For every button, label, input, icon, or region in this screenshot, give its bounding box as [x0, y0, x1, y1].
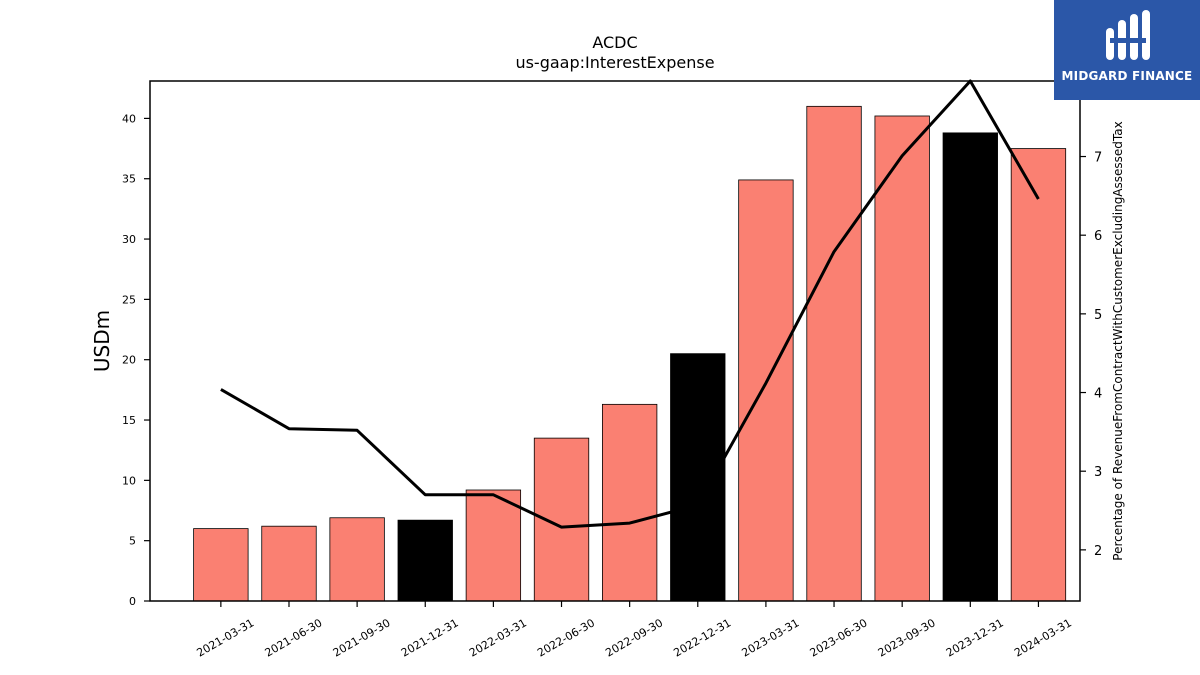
- x-tick-label: 2023-03-31: [740, 616, 802, 659]
- bar: [261, 525, 317, 602]
- x-axis: 2021-03-31 2021-06-30 2021-09-30 2021-12-31…: [194, 601, 1074, 660]
- y-tick-label: 10: [122, 474, 136, 487]
- y-tick-label: 40: [122, 112, 136, 125]
- y-axis: 0 5 10 15 20 25 30 35 40: [122, 112, 150, 608]
- bars-group: [193, 105, 1067, 602]
- chart-title: ACDC: [592, 33, 637, 52]
- x-tick-label: 2021-03-31: [194, 616, 256, 659]
- y2-tick-label: 3: [1094, 465, 1102, 480]
- bar: [670, 353, 726, 602]
- bar: [738, 179, 794, 602]
- y-tick-label: 30: [122, 233, 136, 246]
- series-line: [220, 79, 1040, 529]
- midgard-logo-icon: [1106, 10, 1150, 60]
- y-tick-label: 15: [122, 414, 136, 427]
- bar: [601, 403, 658, 602]
- y2-tick-label: 2: [1094, 544, 1102, 559]
- x-tick-label: 2022-06-30: [535, 616, 597, 659]
- y2-axis: 2 3 4 5 6 7: [1080, 151, 1102, 559]
- y-tick-label: 5: [129, 535, 136, 548]
- x-tick-label: 2023-09-30: [876, 616, 938, 659]
- bar: [942, 132, 998, 602]
- x-tick-label: 2021-12-31: [399, 616, 461, 659]
- y-tick-label: 25: [122, 293, 136, 306]
- x-tick-label: 2022-09-30: [603, 616, 665, 659]
- x-tick-label: 2023-12-31: [944, 616, 1006, 659]
- midgard-finance-logo: MIDGARD FINANCE: [1054, 0, 1200, 100]
- y2-tick-label: 5: [1094, 308, 1102, 323]
- bar: [329, 517, 385, 602]
- bar: [874, 115, 930, 602]
- x-tick-label: 2022-12-31: [671, 616, 733, 659]
- y2-tick-label: 6: [1094, 229, 1102, 244]
- x-tick-label: 2021-09-30: [331, 616, 393, 659]
- chart-subtitle: us-gaap:InterestExpense: [515, 53, 714, 72]
- x-tick-label: 2024-03-31: [1012, 616, 1074, 659]
- y2-tick-label: 7: [1094, 151, 1102, 166]
- x-tick-label: 2022-03-31: [467, 616, 529, 659]
- y2-axis-label: Percentage of RevenueFromContractWithCus…: [1111, 121, 1125, 560]
- y2-tick-label: 4: [1094, 387, 1102, 402]
- y-tick-label: 0: [129, 595, 136, 608]
- x-tick-label: 2023-06-30: [808, 616, 870, 659]
- bar: [397, 519, 453, 602]
- bar: [193, 528, 249, 602]
- bar: [1010, 148, 1067, 602]
- y-tick-label: 20: [122, 354, 136, 367]
- bar: [465, 489, 522, 602]
- logo-text: MIDGARD FINANCE: [1061, 69, 1193, 83]
- bar: [806, 105, 862, 602]
- line-group: [220, 79, 1040, 529]
- y-tick-label: 35: [122, 173, 136, 186]
- plot-frame: [149, 80, 1081, 602]
- x-tick-label: 2021-06-30: [263, 616, 325, 659]
- y-axis-label: USDm: [90, 310, 114, 372]
